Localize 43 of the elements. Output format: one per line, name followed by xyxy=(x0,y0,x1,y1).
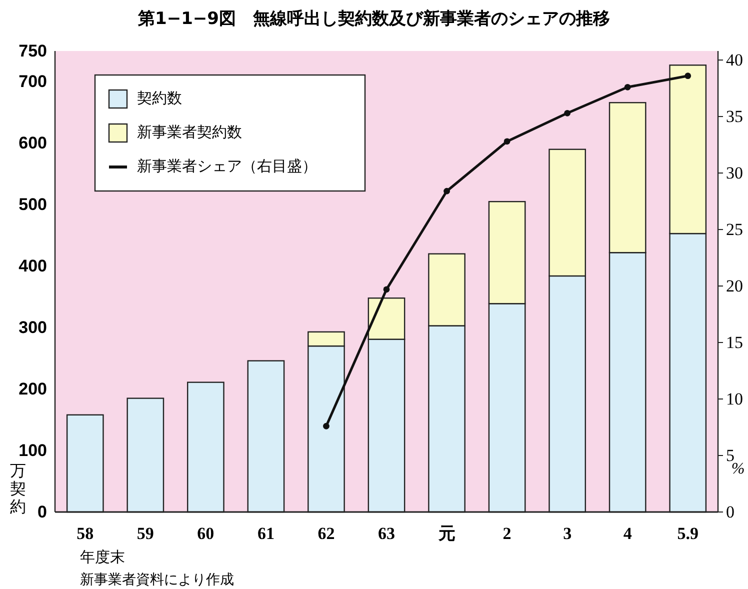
x-tick-label: 60 xyxy=(197,524,214,543)
x-tick-label: 5.9 xyxy=(677,524,698,543)
y-tick-label: 400 xyxy=(18,256,47,276)
y2-axis-title: % xyxy=(731,460,745,478)
x-tick-label: 3 xyxy=(563,524,572,543)
point xyxy=(624,84,631,90)
y2-tick-label: 40 xyxy=(726,50,743,70)
y2-tick-label: 30 xyxy=(726,164,743,183)
point xyxy=(323,422,330,430)
x-tick-label: 元 xyxy=(437,524,456,543)
x-tick-label: 4 xyxy=(623,524,632,543)
y2-tick-label: 25 xyxy=(726,220,743,240)
y2-tick-label: 10 xyxy=(726,390,743,409)
y-tick-label: 500 xyxy=(18,195,47,214)
y-tick-label: 0 xyxy=(38,502,47,522)
legend-label: 新事業者契約数 xyxy=(137,124,242,141)
y-tick-label: 600 xyxy=(18,134,47,153)
y2-tick-label: 15 xyxy=(726,333,743,352)
point xyxy=(383,286,390,293)
y2-tick-label: 20 xyxy=(726,276,743,296)
x-axis-title: 年度末 xyxy=(80,549,125,566)
chart-title: 第1−1−9図 無線呼出し契約数及び新事業者のシェアの推移 xyxy=(137,9,610,29)
x-tick-label: 59 xyxy=(136,524,154,543)
y-tick-label: 200 xyxy=(18,380,47,399)
x-tick-label: 58 xyxy=(76,524,94,543)
y-tick-label: 100 xyxy=(18,441,47,460)
y-tick-label: 300 xyxy=(18,318,47,338)
y-tick-label: 700 xyxy=(18,72,47,92)
x-tick-label: 61 xyxy=(257,524,274,543)
legend-label: 契約数 xyxy=(137,90,182,107)
x-tick-label: 2 xyxy=(502,524,512,543)
legend-label: 新事業者シェア（右目盛） xyxy=(137,158,317,175)
y2-tick-label: 35 xyxy=(726,107,743,126)
y-tick-label: 750 xyxy=(18,42,47,60)
y-axis-title: 万契約 xyxy=(10,463,26,516)
x-tick-label: 63 xyxy=(378,524,395,543)
point xyxy=(684,72,692,80)
x-tick-label: 62 xyxy=(318,524,335,543)
text: 新事業者資料により作成 xyxy=(80,572,234,588)
point xyxy=(444,188,450,194)
point xyxy=(564,110,571,116)
y2-tick-label: 0 xyxy=(726,502,734,522)
point xyxy=(504,138,510,145)
